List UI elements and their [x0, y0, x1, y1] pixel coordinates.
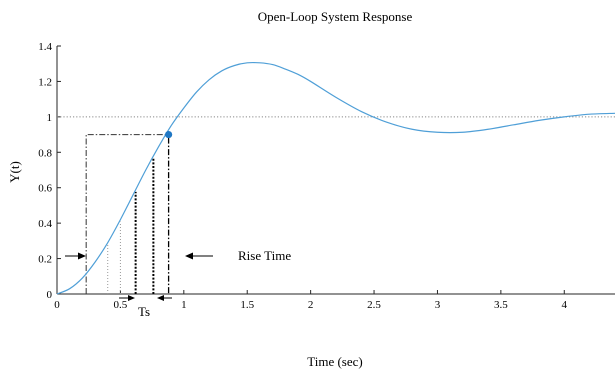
- x-tick-label: 3.5: [494, 299, 508, 311]
- x-tick-label: 1.5: [240, 299, 254, 311]
- x-tick-label: 4: [562, 299, 568, 311]
- x-ticks: 0 0.5 1 1.5 2 2.5 3 3.5 4: [54, 290, 568, 311]
- ts-right-arrow: [157, 295, 172, 301]
- y-tick-label: 0.2: [38, 254, 52, 266]
- x-axis-label: Time (sec): [307, 354, 363, 369]
- x-tick-label: 3: [435, 299, 441, 311]
- ts-label: Ts: [138, 304, 150, 319]
- rise-right-arrow: [185, 252, 213, 260]
- x-tick-label: 0.5: [114, 299, 128, 311]
- y-tick-label: 0.8: [38, 147, 52, 159]
- ts-left-arrow: [119, 295, 135, 301]
- x-tick-label: 2: [308, 299, 314, 311]
- y-tick-label: 1.2: [38, 76, 52, 88]
- y-tick-label: 1: [47, 112, 53, 124]
- rise-start-guide-line: [85, 134, 166, 294]
- y-tick-label: 0.4: [38, 218, 52, 230]
- x-tick-label: 2.5: [367, 299, 381, 311]
- y-axis-label: Y(t): [7, 161, 22, 183]
- rise-time-marker: [165, 130, 173, 139]
- y-ticks: 0 0.2 0.4 0.6 0.8 1 1.2 1.4: [38, 41, 61, 301]
- y-tick-label: 0: [47, 289, 53, 301]
- x-tick-label: 1: [181, 299, 187, 311]
- response-curve: [56, 61, 615, 295]
- rise-left-arrow: [65, 252, 86, 260]
- rise-time-label: Rise Time: [238, 248, 291, 263]
- y-tick-label: 1.4: [38, 41, 52, 53]
- chart-title: Open-Loop System Response: [258, 9, 413, 24]
- x-tick-label: 0: [54, 299, 60, 311]
- y-tick-label: 0.6: [38, 183, 52, 195]
